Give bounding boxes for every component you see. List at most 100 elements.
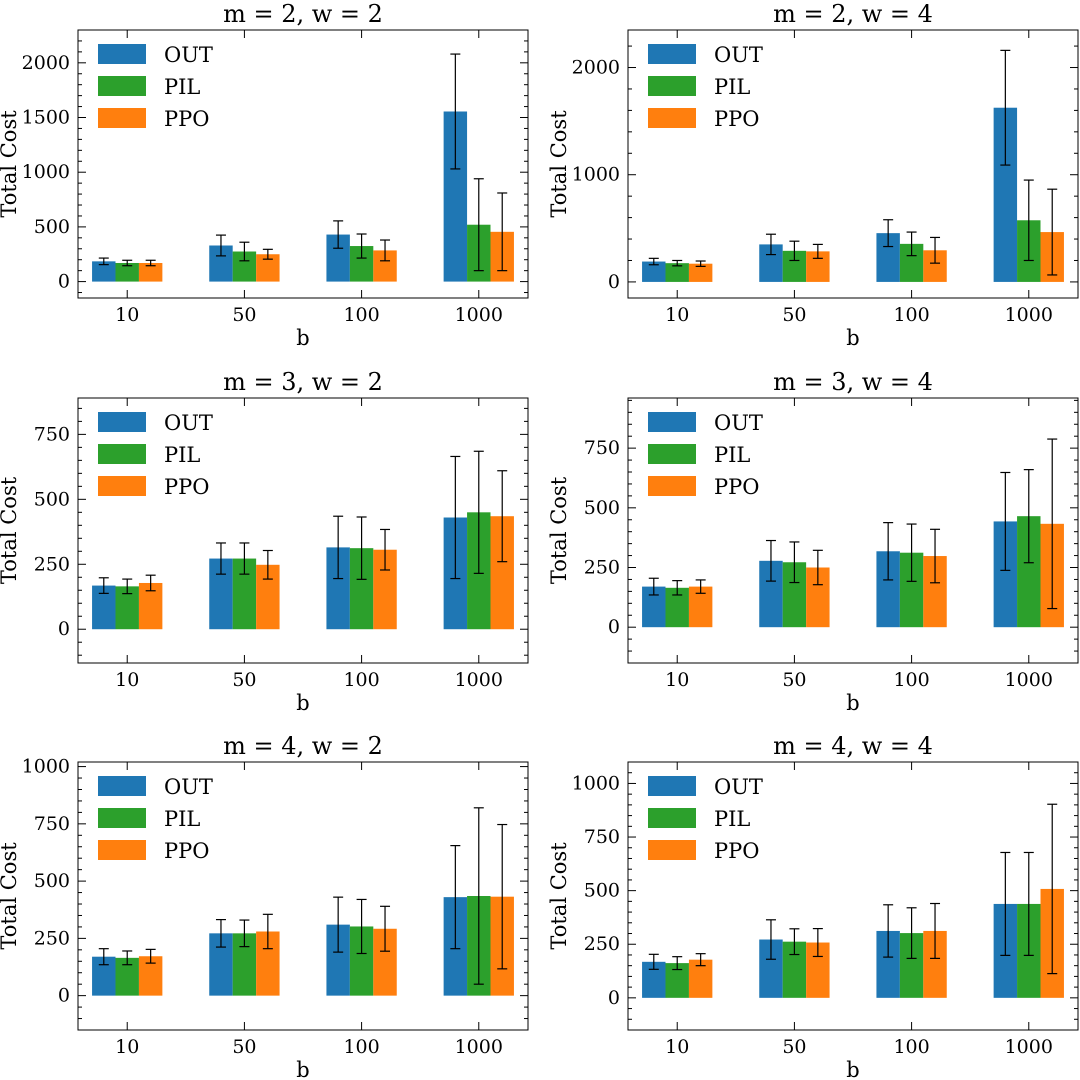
error-bar-out-10 [98,577,109,594]
bar-out-10 [642,586,666,628]
bar-ppo-50 [256,564,280,630]
error-bar-pil-1000 [473,807,484,985]
error-bar-pil-100 [356,898,367,955]
y-tick-label: 750 [34,813,70,835]
plot-frame [77,29,529,299]
chart-title: m = 2, w = 4 [773,0,933,28]
legend: OUT PIL PPO [98,775,213,863]
error-bar-pil-50 [239,542,250,575]
error-bar-ppo-1000 [497,192,508,272]
error-bar-pil-100 [906,907,917,959]
error-bar-out-100 [333,220,344,249]
bar-pil-50 [232,251,257,282]
error-bar-out-1000 [1000,851,1011,956]
bar-ppo-100 [373,928,397,996]
plot-frame [627,397,1079,664]
bar-pil-50 [782,562,807,628]
error-bar-out-50 [215,918,226,948]
error-bar-pil-10 [672,580,683,596]
legend-swatch-ppo [648,840,696,860]
error-bar-out-10 [648,953,659,970]
y-tick-label: 250 [584,557,620,579]
legend-swatch-ppo [98,476,146,496]
error-bar-out-10 [648,257,659,266]
error-bar-pil-100 [906,231,917,257]
bar-pil-100 [899,243,924,282]
legend-label-ppo: PPO [714,839,759,863]
x-tick-label: 50 [232,304,256,326]
legend-swatch-out [98,776,146,796]
bar-pil-100 [349,246,374,282]
y-axis-label: Total Cost [0,110,21,218]
bar-pil-100 [349,548,374,630]
chart-panel-3: 0 250 500 750 10 50 100 1000 m = 3, w = 2 b Total … [0,368,529,715]
error-bar-pil-10 [122,950,133,966]
y-tick-label: 2000 [572,57,620,79]
plot-frame [77,397,529,664]
y-tick-label: 0 [608,616,620,638]
error-bar-pil-100 [356,233,367,259]
error-bar-out-10 [648,577,659,596]
error-bar-pil-1000 [473,178,484,272]
error-bar-pil-10 [672,956,683,971]
legend-swatch-out [648,44,696,64]
bar-pil-50 [782,941,807,998]
error-bar-ppo-50 [262,248,273,260]
bar-out-100 [326,547,350,630]
chart-panel-4: 0 250 500 750 10 50 100 1000 m = 3, w = 4 b Total … [547,368,1079,715]
bar-ppo-100 [923,930,947,998]
error-bar-ppo-10 [145,948,156,964]
error-bar-ppo-100 [930,902,941,959]
x-axis-label: b [846,326,859,350]
x-axis-label: b [296,326,309,350]
error-bar-out-50 [765,919,776,960]
x-tick-label: 50 [782,1036,806,1058]
legend-swatch-ppo [98,840,146,860]
bar-ppo-10 [138,956,163,996]
x-tick-label: 50 [782,669,806,691]
error-bar-ppo-10 [695,953,706,967]
x-tick-label: 10 [665,1036,689,1058]
bar-pil-100 [349,926,374,996]
error-bar-ppo-100 [930,528,941,584]
error-bar-pil-1000 [473,450,484,574]
error-bar-ppo-1000 [497,470,508,563]
y-tick-label: 1500 [22,107,70,129]
chart-title: m = 2, w = 2 [223,0,383,28]
y-tick-label: 250 [34,553,70,575]
y-tick-label: 0 [58,618,70,640]
y-tick-label: 500 [34,870,70,892]
y-tick-label: 250 [584,933,620,955]
bar-ppo-50 [256,931,280,996]
bar-ppo-10 [688,263,713,282]
legend-label-pil: PIL [164,807,200,831]
error-bar-out-1000 [450,53,461,170]
legend-swatch-pil [98,808,146,828]
y-tick-label: 500 [584,880,620,902]
legend-label-pil: PIL [714,807,750,831]
error-bar-ppo-100 [380,239,391,262]
bar-out-50 [209,933,233,996]
bar-ppo-100 [923,556,947,628]
legend-swatch-ppo [648,108,696,128]
x-tick-label: 1000 [455,1036,503,1058]
x-tick-label: 100 [343,1036,379,1058]
y-tick-label: 0 [58,271,70,293]
x-tick-label: 1000 [1005,669,1053,691]
y-tick-label: 0 [608,271,620,293]
legend-label-out: OUT [164,411,213,435]
x-tick-label: 1000 [1005,304,1053,326]
bar-pil-10 [665,587,689,628]
y-tick-label: 0 [608,987,620,1009]
y-axis-label: Total Cost [547,476,571,584]
error-bar-out-50 [765,233,776,256]
legend: OUT PIL PPO [648,43,763,131]
y-tick-label: 500 [34,488,70,510]
error-bar-pil-50 [239,919,250,948]
legend-label-out: OUT [164,775,213,799]
bar-pil-50 [782,250,807,282]
error-bar-pil-1000 [1023,469,1034,564]
error-bar-out-1000 [1000,471,1011,571]
y-tick-label: 500 [34,216,70,238]
error-bar-out-1000 [450,845,461,950]
